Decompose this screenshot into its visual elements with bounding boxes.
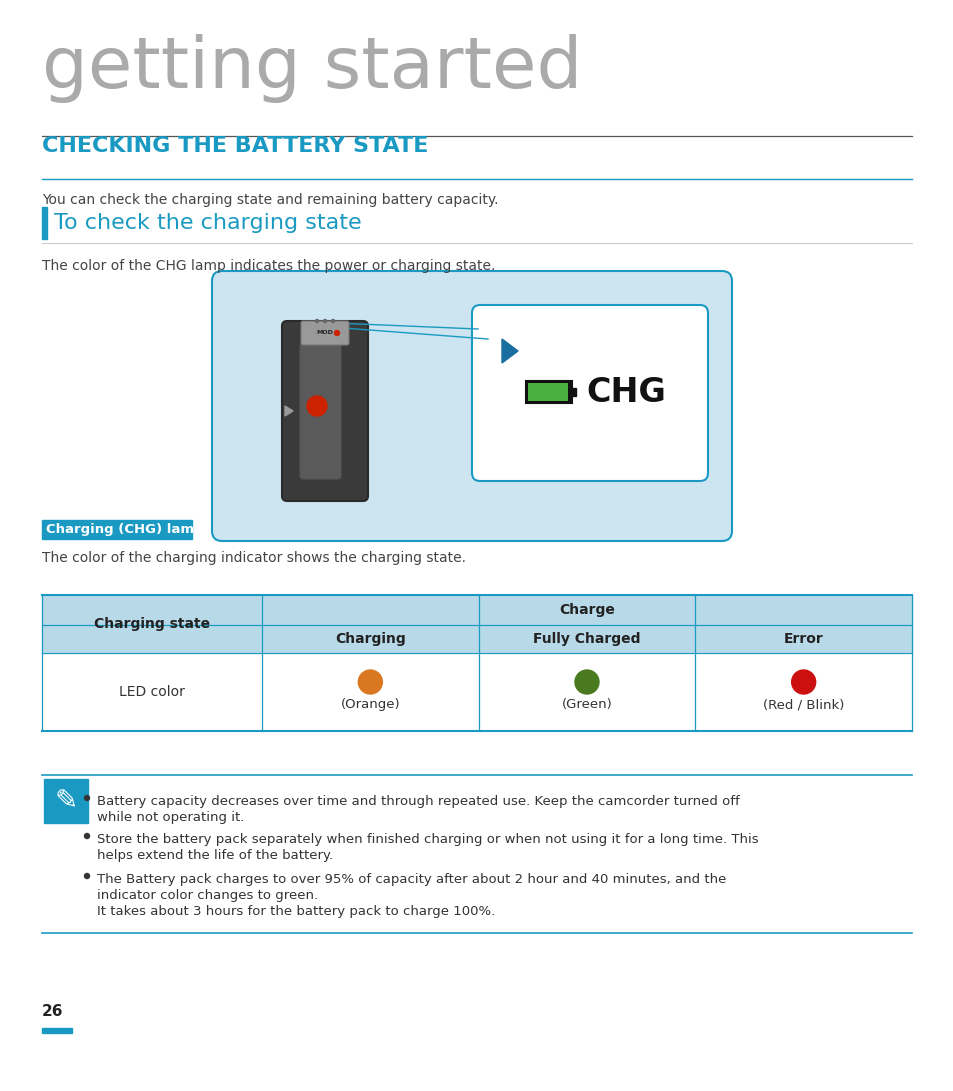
Circle shape [315, 320, 318, 323]
Bar [44, 779, 88, 823]
Bar [42, 654, 911, 731]
Text: Charging state: Charging state [93, 618, 210, 631]
Text: while not operating it.: while not operating it. [97, 811, 244, 824]
Text: (Red / Blink): (Red / Blink) [762, 698, 843, 711]
Circle shape [85, 834, 90, 839]
Bar [42, 207, 47, 239]
Text: getting started: getting started [42, 34, 581, 103]
Text: Error: Error [783, 632, 822, 646]
Text: You can check the charging state and remaining battery capacity.: You can check the charging state and rem… [42, 193, 498, 207]
Circle shape [791, 670, 815, 694]
Text: CHECKING THE BATTERY STATE: CHECKING THE BATTERY STATE [42, 136, 428, 156]
Bar [572, 388, 576, 396]
Text: MOD: MOD [316, 331, 334, 336]
Text: ✎: ✎ [54, 787, 77, 815]
Text: Fully Charged: Fully Charged [533, 632, 640, 646]
Circle shape [85, 874, 90, 878]
Text: The Battery pack charges to over 95% of capacity after about 2 hour and 40 minut: The Battery pack charges to over 95% of … [97, 873, 725, 886]
Bar [525, 381, 572, 403]
Circle shape [358, 670, 382, 694]
Text: (Orange): (Orange) [340, 698, 399, 711]
Text: Charge: Charge [558, 603, 615, 618]
Text: Charging (CHG) lamp: Charging (CHG) lamp [46, 523, 203, 536]
Bar [42, 595, 262, 654]
Circle shape [323, 320, 326, 323]
Text: LED color: LED color [119, 685, 185, 699]
Polygon shape [501, 339, 517, 363]
Bar [262, 625, 911, 654]
Circle shape [575, 670, 598, 694]
Bar [42, 520, 192, 539]
Text: indicator color changes to green.: indicator color changes to green. [97, 889, 317, 902]
Text: (Green): (Green) [561, 698, 612, 711]
Circle shape [85, 795, 90, 801]
Circle shape [335, 331, 339, 336]
Bar [262, 595, 911, 625]
Text: helps extend the life of the battery.: helps extend the life of the battery. [97, 849, 333, 862]
Text: CHG: CHG [585, 375, 665, 408]
Text: The color of the charging indicator shows the charging state.: The color of the charging indicator show… [42, 551, 465, 565]
Circle shape [331, 320, 335, 323]
Text: 26: 26 [42, 1004, 64, 1019]
Text: To check the charging state: To check the charging state [54, 213, 361, 233]
FancyBboxPatch shape [301, 321, 349, 345]
FancyBboxPatch shape [472, 305, 707, 481]
FancyBboxPatch shape [299, 343, 340, 479]
FancyBboxPatch shape [212, 271, 731, 541]
Text: Store the battery pack separately when finished charging or when not using it fo: Store the battery pack separately when f… [97, 834, 758, 846]
Text: The color of the CHG lamp indicates the power or charging state.: The color of the CHG lamp indicates the … [42, 259, 495, 273]
Text: Battery capacity decreases over time and through repeated use. Keep the camcorde: Battery capacity decreases over time and… [97, 795, 739, 808]
Polygon shape [285, 406, 293, 416]
FancyBboxPatch shape [282, 321, 368, 501]
Text: It takes about 3 hours for the battery pack to charge 100%.: It takes about 3 hours for the battery p… [97, 906, 495, 918]
Bar [42, 1028, 71, 1033]
Circle shape [307, 396, 327, 416]
Bar [527, 383, 567, 401]
Text: Charging: Charging [335, 632, 405, 646]
